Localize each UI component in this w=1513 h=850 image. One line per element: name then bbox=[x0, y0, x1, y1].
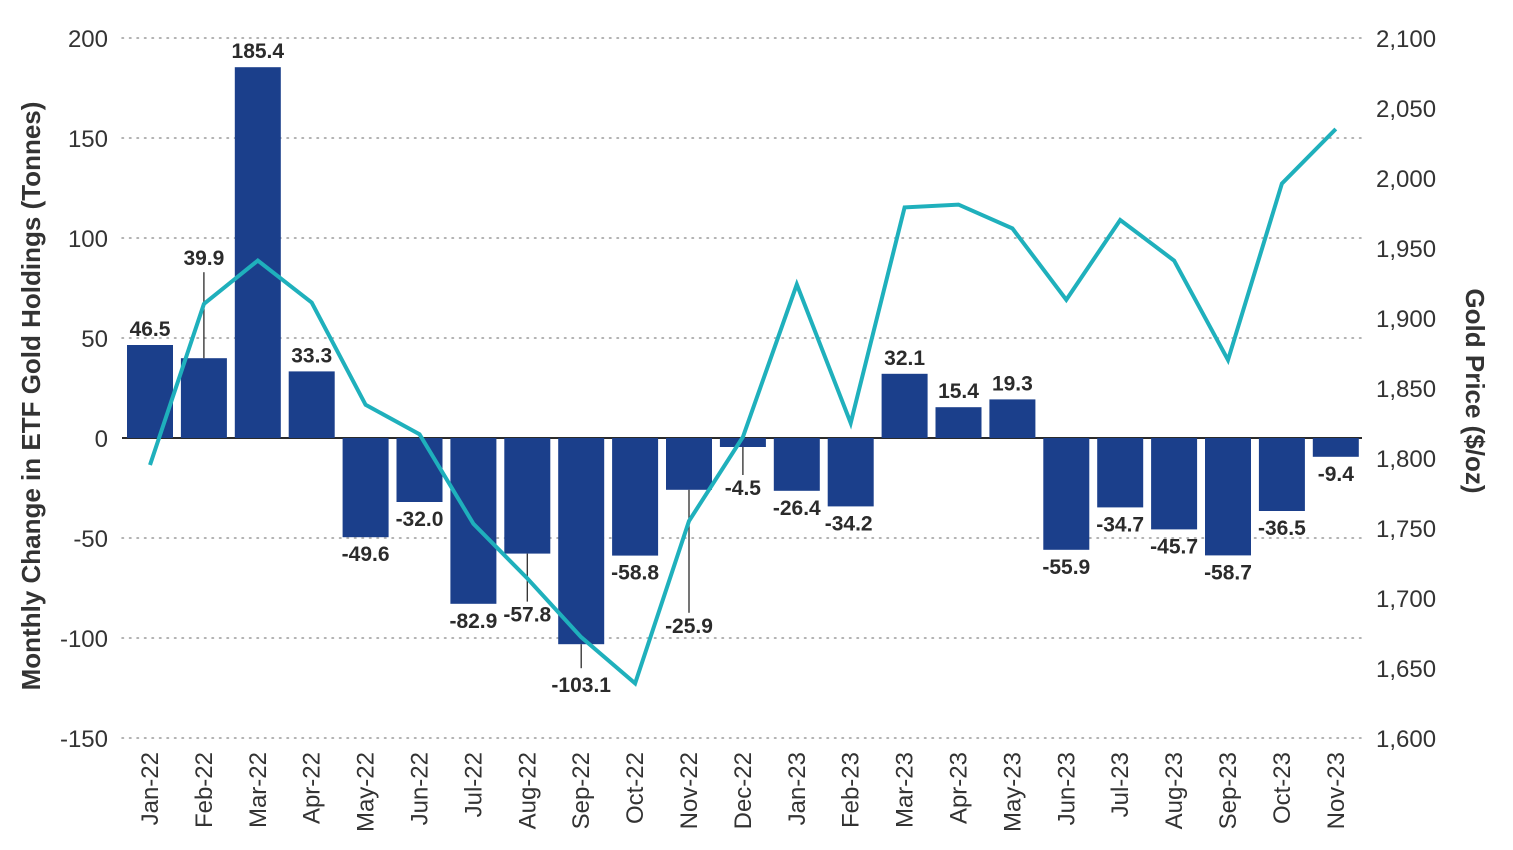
data-label: 32.1 bbox=[884, 347, 925, 370]
data-label: -9.4 bbox=[1318, 463, 1355, 486]
left-tick-label: 50 bbox=[81, 326, 108, 353]
bar-Jun-23 bbox=[1043, 438, 1090, 550]
left-axis-title: Monthly Change in ETF Gold Holdings (Ton… bbox=[16, 102, 46, 691]
data-label: 185.4 bbox=[232, 40, 285, 63]
data-label: 33.3 bbox=[291, 344, 332, 367]
bar-Oct-23 bbox=[1258, 438, 1305, 511]
data-label: -58.7 bbox=[1204, 561, 1252, 584]
bar-May-22 bbox=[342, 438, 389, 538]
data-label: -32.0 bbox=[396, 508, 444, 531]
left-tick-label: -100 bbox=[60, 626, 108, 653]
right-tick-label: 1,950 bbox=[1376, 236, 1436, 263]
x-tick-label: Jul-23 bbox=[1107, 752, 1134, 817]
bar-Apr-23 bbox=[935, 407, 982, 438]
x-tick-label: Oct-22 bbox=[622, 752, 649, 824]
x-tick-label: Apr-22 bbox=[299, 752, 326, 824]
data-label: -82.9 bbox=[449, 610, 497, 633]
data-label: -34.2 bbox=[825, 512, 873, 535]
bar-Dec-22 bbox=[719, 438, 766, 447]
bar-Jun-22 bbox=[396, 438, 443, 502]
data-label: -45.7 bbox=[1150, 535, 1198, 558]
left-tick-label: -150 bbox=[60, 726, 108, 753]
x-tick-label: Aug-23 bbox=[1161, 752, 1188, 829]
bar-Feb-22 bbox=[180, 358, 227, 438]
data-label: -49.6 bbox=[342, 543, 390, 566]
left-axis-ticks: -150 -100 -50 0 50 100 150 200 bbox=[60, 26, 108, 753]
data-label: 39.9 bbox=[183, 247, 224, 270]
x-tick-label: Oct-23 bbox=[1269, 752, 1296, 824]
bar-Mar-23 bbox=[881, 373, 928, 438]
x-tick-label: May-23 bbox=[999, 752, 1026, 832]
x-tick-label: Sep-22 bbox=[568, 752, 595, 829]
bar-Aug-22 bbox=[504, 438, 551, 554]
data-label: -58.8 bbox=[611, 562, 659, 585]
bar-data-labels: 46.5 39.9 185.4 33.3 -49.6 -32.0 -82.9 -57.8 -10… bbox=[130, 40, 1355, 697]
data-label: -25.9 bbox=[665, 615, 713, 638]
right-axis-title: Gold Price ($/oz) bbox=[1460, 288, 1490, 493]
data-label: 19.3 bbox=[992, 372, 1033, 395]
right-tick-label: 2,050 bbox=[1376, 96, 1436, 123]
bar-Aug-23 bbox=[1151, 438, 1198, 530]
x-tick-label: Jul-22 bbox=[460, 752, 487, 817]
data-label: 46.5 bbox=[130, 318, 171, 341]
bar-Jul-23 bbox=[1097, 438, 1144, 508]
x-tick-label: Jan-22 bbox=[137, 752, 164, 825]
right-tick-label: 2,000 bbox=[1376, 166, 1436, 193]
x-tick-label: Jan-23 bbox=[784, 752, 811, 825]
bar-Jan-22 bbox=[127, 345, 173, 438]
x-tick-label: Nov-23 bbox=[1323, 752, 1350, 829]
right-tick-label: 1,900 bbox=[1376, 306, 1436, 333]
left-tick-label: 150 bbox=[68, 126, 108, 153]
x-tick-label: Jun-22 bbox=[407, 752, 434, 825]
x-tick-label: Nov-22 bbox=[676, 752, 703, 829]
line-series bbox=[148, 127, 1338, 687]
x-axis-ticks: Jan-22 Feb-22 Mar-22 Apr-22 May-22 Jun-22 Jul-… bbox=[137, 752, 1350, 832]
right-tick-label: 1,750 bbox=[1376, 516, 1436, 543]
right-tick-label: 1,600 bbox=[1376, 726, 1436, 753]
x-tick-label: Dec-22 bbox=[730, 752, 757, 829]
data-label: -57.8 bbox=[503, 604, 551, 627]
x-tick-label: Aug-22 bbox=[514, 752, 541, 829]
x-tick-label: May-22 bbox=[353, 752, 380, 832]
bar-Sep-23 bbox=[1205, 438, 1251, 556]
bar-Nov-22 bbox=[666, 438, 712, 490]
x-tick-label: Jun-23 bbox=[1053, 752, 1080, 825]
bar-Mar-22 bbox=[234, 67, 281, 438]
bar-Nov-23 bbox=[1312, 438, 1359, 457]
data-label: -34.7 bbox=[1096, 513, 1144, 536]
bar-Sep-22 bbox=[558, 438, 605, 645]
data-label: -4.5 bbox=[725, 477, 762, 500]
bar-Apr-22 bbox=[288, 371, 335, 438]
x-tick-label: Feb-23 bbox=[838, 752, 865, 828]
data-label: -36.5 bbox=[1258, 517, 1306, 540]
left-tick-label: -50 bbox=[73, 526, 108, 553]
bar-Jan-23 bbox=[773, 438, 820, 491]
bar-Oct-22 bbox=[612, 438, 659, 556]
left-tick-label: 0 bbox=[95, 426, 108, 453]
right-tick-label: 2,100 bbox=[1376, 26, 1436, 53]
bar-Feb-23 bbox=[827, 438, 874, 507]
right-tick-label: 1,700 bbox=[1376, 586, 1436, 613]
x-tick-label: Feb-22 bbox=[191, 752, 218, 828]
data-label: 15.4 bbox=[938, 380, 979, 403]
x-tick-label: Mar-23 bbox=[892, 752, 919, 828]
x-tick-label: Mar-22 bbox=[245, 752, 272, 828]
bar-series bbox=[127, 67, 1359, 645]
left-tick-label: 100 bbox=[68, 226, 108, 253]
data-label: -103.1 bbox=[551, 674, 611, 697]
right-tick-label: 1,650 bbox=[1376, 656, 1436, 683]
bar-May-23 bbox=[989, 399, 1036, 438]
data-label: -55.9 bbox=[1042, 556, 1090, 579]
x-tick-label: Sep-23 bbox=[1215, 752, 1242, 829]
left-tick-label: 200 bbox=[68, 26, 108, 53]
x-tick-label: Apr-23 bbox=[946, 752, 973, 824]
data-label: -26.4 bbox=[773, 497, 821, 520]
right-tick-label: 1,850 bbox=[1376, 376, 1436, 403]
label-leader-lines bbox=[203, 272, 744, 669]
right-tick-label: 1,800 bbox=[1376, 446, 1436, 473]
right-axis-ticks: 1,600 1,650 1,700 1,750 1,800 1,850 1,900 1,950… bbox=[1376, 26, 1436, 753]
gold-price-line bbox=[148, 127, 1338, 687]
